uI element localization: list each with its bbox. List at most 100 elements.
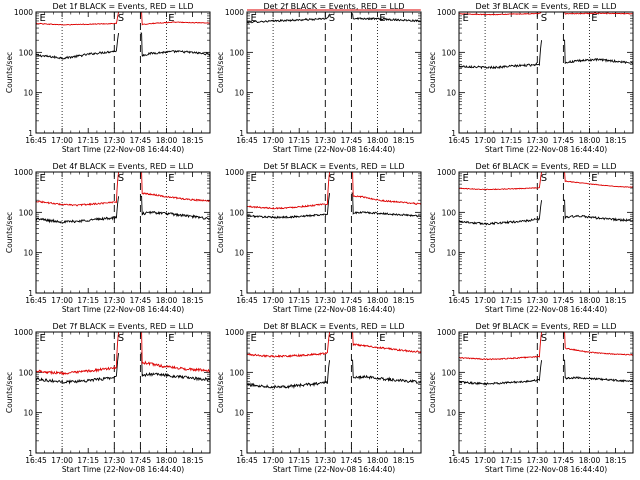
x-tick-label: 17:30 xyxy=(314,136,336,145)
x-tick-label: 18:15 xyxy=(393,136,415,145)
y-tick-label: 1000 xyxy=(14,8,33,17)
events-series-line xyxy=(35,353,120,385)
lld-series-line xyxy=(35,331,120,376)
y-tick-label: 10 xyxy=(234,89,244,98)
event-marker-label: E xyxy=(39,333,45,344)
y-tick-label: 100 xyxy=(230,48,245,57)
lld-series-line-after-gap xyxy=(563,171,633,188)
event-marker-label: E xyxy=(379,13,385,24)
y-axis-label: Counts/sec xyxy=(216,212,225,253)
event-marker-label: S xyxy=(118,173,124,184)
x-tick-label: 18:00 xyxy=(156,136,178,145)
y-tick-label: 1000 xyxy=(14,328,33,337)
x-axis-label: Start Time (22-Nov-08 16:44:40) xyxy=(485,465,607,474)
x-tick-label: 17:00 xyxy=(51,136,73,145)
x-axis-label: Start Time (22-Nov-08 16:44:40) xyxy=(485,305,607,314)
detector-panel: Det 3f BLACK = Events, RED = LLD Counts/s… xyxy=(428,2,634,154)
lld-series-line xyxy=(458,171,543,191)
x-axis-label: Start Time (22-Nov-08 16:44:40) xyxy=(62,145,184,154)
panel-title: Det 8f BLACK = Events, RED = LLD xyxy=(263,322,404,331)
y-tick-label: 1 xyxy=(451,449,456,458)
event-marker-label: E xyxy=(379,173,385,184)
events-series-line xyxy=(458,360,543,386)
x-tick-label: 18:00 xyxy=(579,136,601,145)
lld-series-line-after-gap xyxy=(140,11,211,26)
x-tick-label: 17:45 xyxy=(553,136,575,145)
event-marker-label: E xyxy=(168,333,174,344)
x-tick-label: 17:15 xyxy=(77,136,99,145)
plot-frame xyxy=(458,331,634,454)
x-tick-label: 17:45 xyxy=(341,136,363,145)
y-tick-label: 1000 xyxy=(225,168,244,177)
event-marker-label: S xyxy=(329,173,335,184)
lld-series-line-after-gap xyxy=(351,331,422,354)
plot-frame xyxy=(246,331,422,454)
x-tick-label: 17:00 xyxy=(262,136,284,145)
lld-series-line xyxy=(458,331,543,361)
panel-title: Det 3f BLACK = Events, RED = LLD xyxy=(475,2,616,11)
y-tick-label: 1000 xyxy=(437,328,456,337)
event-marker-label: S xyxy=(118,13,124,24)
lld-series-line-after-gap xyxy=(140,331,211,373)
y-tick-label: 100 xyxy=(230,368,245,377)
x-tick-label: 18:00 xyxy=(156,456,178,465)
y-tick-label: 1 xyxy=(28,129,33,138)
y-tick-label: 1000 xyxy=(225,8,244,17)
x-tick-label: 17:15 xyxy=(288,456,310,465)
y-tick-label: 100 xyxy=(442,368,457,377)
y-tick-label: 100 xyxy=(19,208,34,217)
panel-title: Det 1f BLACK = Events, RED = LLD xyxy=(52,2,193,11)
x-tick-label: 17:15 xyxy=(500,136,522,145)
x-axis-label: Start Time (22-Nov-08 16:44:40) xyxy=(62,465,184,474)
lld-series-line-after-gap xyxy=(140,171,210,203)
x-tick-label: 16:45 xyxy=(448,456,470,465)
x-tick-label: 18:00 xyxy=(579,456,601,465)
x-tick-label: 17:30 xyxy=(314,296,336,305)
y-tick-label: 10 xyxy=(446,89,456,98)
x-tick-label: 17:30 xyxy=(526,296,548,305)
plot-frame xyxy=(246,11,422,134)
y-tick-label: 100 xyxy=(19,48,34,57)
panel-title: Det 2f BLACK = Events, RED = LLD xyxy=(263,2,404,11)
plot-frame xyxy=(458,171,634,294)
x-tick-label: 17:00 xyxy=(474,136,496,145)
y-tick-label: 10 xyxy=(446,249,456,258)
lld-series-line-after-gap xyxy=(563,331,634,356)
x-tick-label: 16:45 xyxy=(236,296,258,305)
x-tick-label: 17:00 xyxy=(51,296,73,305)
panel-title: Det 4f BLACK = Events, RED = LLD xyxy=(52,162,193,171)
x-tick-label: 18:00 xyxy=(367,136,389,145)
lld-series-line-after-gap xyxy=(351,171,422,205)
y-tick-label: 1 xyxy=(28,449,33,458)
events-series-line-after-gap xyxy=(140,195,211,220)
x-tick-label: 18:15 xyxy=(605,136,627,145)
x-tick-label: 16:45 xyxy=(236,136,258,145)
x-tick-label: 17:45 xyxy=(130,456,152,465)
x-tick-label: 18:00 xyxy=(367,296,389,305)
event-marker-label: S xyxy=(541,333,547,344)
events-series-line-after-gap xyxy=(563,199,634,223)
event-marker-label: E xyxy=(39,13,45,24)
event-marker-label: E xyxy=(379,333,385,344)
event-marker-label: S xyxy=(329,333,335,344)
x-tick-label: 17:15 xyxy=(77,296,99,305)
y-tick-label: 1 xyxy=(451,129,456,138)
x-tick-label: 16:45 xyxy=(448,136,470,145)
panel-title: Det 9f BLACK = Events, RED = LLD xyxy=(475,322,616,331)
x-tick-label: 17:00 xyxy=(51,456,73,465)
x-tick-label: 17:00 xyxy=(262,456,284,465)
y-axis-label: Counts/sec xyxy=(428,372,437,413)
x-tick-label: 18:15 xyxy=(182,136,204,145)
event-marker-label: E xyxy=(168,13,174,24)
y-tick-label: 1000 xyxy=(14,168,33,177)
detector-panel: Det 4f BLACK = Events, RED = LLD Counts/s… xyxy=(5,162,211,314)
detector-panel: Det 1f BLACK = Events, RED = LLD Counts/s… xyxy=(5,2,211,154)
panel-title: Det 7f BLACK = Events, RED = LLD xyxy=(52,322,193,331)
x-tick-label: 17:45 xyxy=(341,296,363,305)
y-tick-label: 1000 xyxy=(437,8,456,17)
events-series-line-after-gap xyxy=(351,13,421,23)
y-tick-label: 100 xyxy=(442,48,457,57)
x-tick-label: 17:30 xyxy=(526,456,548,465)
x-tick-label: 16:45 xyxy=(25,456,47,465)
